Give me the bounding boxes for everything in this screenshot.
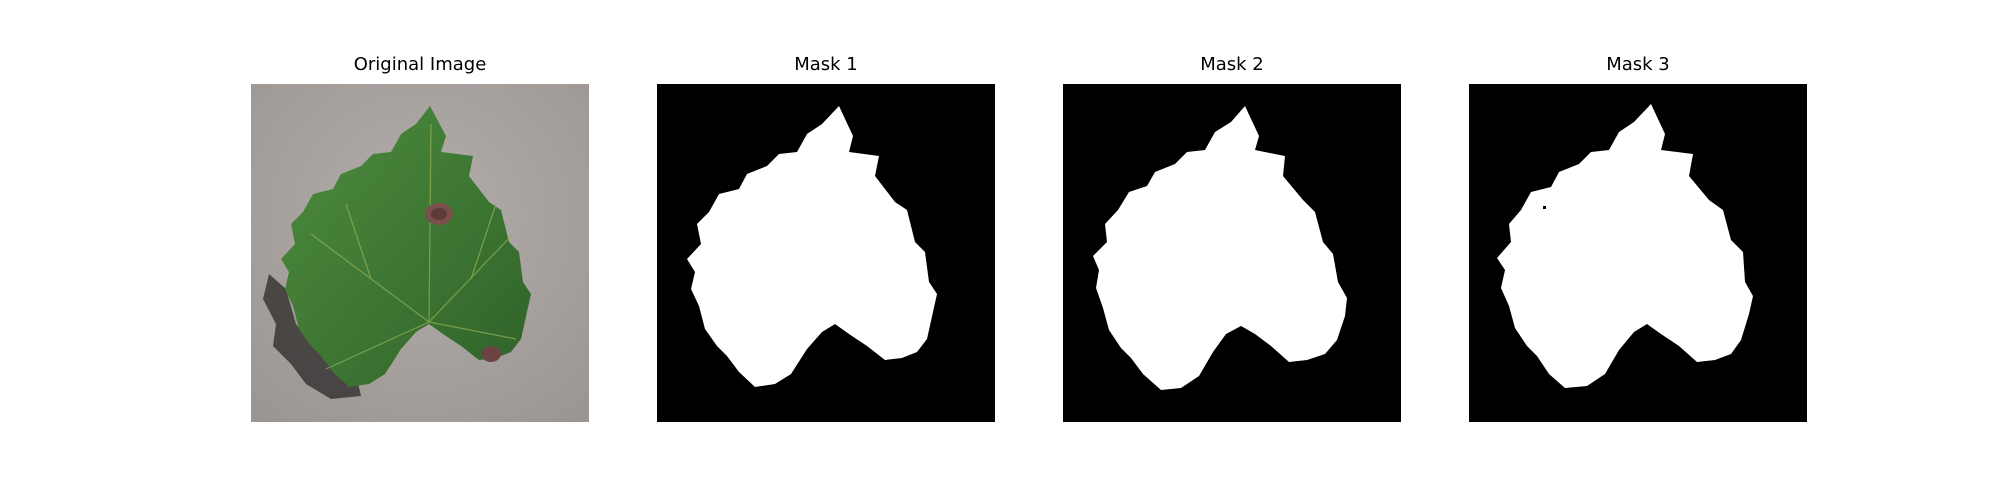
mask-1-image [657,84,995,422]
mask-1-panel: Mask 1 [657,54,995,422]
mask-3-speck [1543,206,1546,209]
mask-3-panel: Mask 3 [1469,54,1807,422]
panel-title-mask-3: Mask 3 [1606,54,1670,75]
panel-title-mask-2: Mask 2 [1200,54,1264,75]
panel-title-original-image: Original Image [353,54,487,75]
leaf [281,106,531,387]
mask-2-leaf-region [1093,106,1347,390]
mask-3-image [1469,84,1807,422]
mask-1-leaf-region [687,106,937,387]
leaf-veins [310,123,517,370]
mask-3-leaf-region [1497,104,1753,388]
lesion-lower [481,346,501,362]
mask-2-panel: Mask 2 [1063,54,1401,422]
panel-title-mask-1: Mask 1 [794,54,858,75]
original-image-panel: Original Image [251,54,589,422]
mask-2-image [1063,84,1401,422]
leaf-photo [251,84,589,422]
